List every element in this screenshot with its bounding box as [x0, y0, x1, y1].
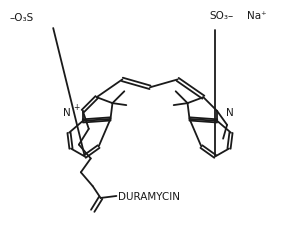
Text: N: N	[226, 108, 234, 118]
Text: Na⁺: Na⁺	[247, 11, 266, 21]
Text: N: N	[63, 108, 71, 118]
Text: SO₃–: SO₃–	[209, 11, 233, 21]
Text: –O₃S: –O₃S	[10, 13, 34, 23]
Text: DURAMYCIN: DURAMYCIN	[118, 191, 180, 201]
Text: +: +	[73, 102, 79, 111]
